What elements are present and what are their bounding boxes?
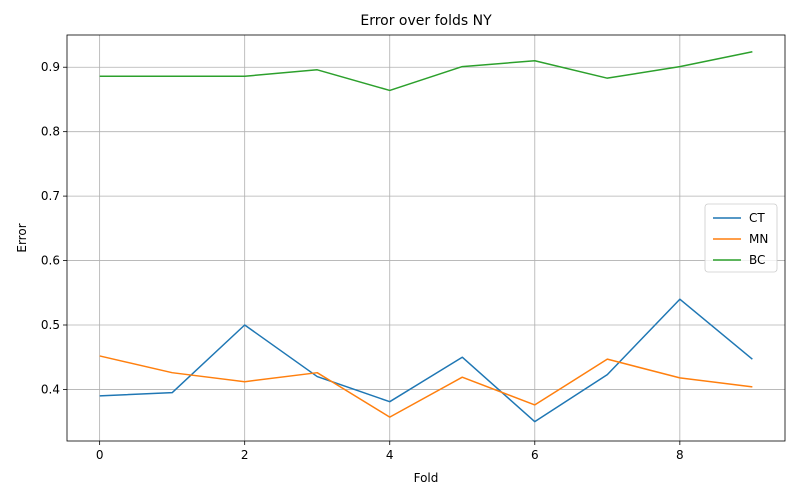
y-tick-label: 0.9 <box>41 60 60 74</box>
plot-frame <box>66 34 786 442</box>
chart-title: Error over folds NY <box>360 13 492 29</box>
series-lines <box>99 51 753 423</box>
y-tick-label: 0.7 <box>41 189 60 203</box>
series-line-ct <box>99 298 753 423</box>
series-line-bc <box>99 51 753 92</box>
y-tick-label: 0.4 <box>41 382 60 396</box>
x-tick-label: 8 <box>676 448 684 462</box>
x-tick-label: 0 <box>96 448 104 462</box>
x-axis-label: Fold <box>414 471 439 485</box>
y-tick-label: 0.8 <box>41 125 60 139</box>
y-tick-label: 0.6 <box>41 254 60 268</box>
series-line-mn <box>99 355 753 418</box>
grid <box>67 35 785 441</box>
legend: CT MN BC <box>704 203 778 273</box>
legend-label-bc: BC <box>749 253 765 267</box>
x-tick-label: 4 <box>386 448 394 462</box>
legend-box <box>704 203 778 273</box>
x-tick-label: 6 <box>531 448 539 462</box>
y-tick-label: 0.5 <box>41 318 60 332</box>
legend-label-ct: CT <box>749 211 765 225</box>
y-axis-label: Error <box>15 223 29 252</box>
legend-label-mn: MN <box>749 232 768 246</box>
x-tick-label: 2 <box>241 448 249 462</box>
axis-ticks: 0 2 4 6 8 0.4 0.5 0.6 0.7 0.8 0.9 <box>41 60 684 462</box>
